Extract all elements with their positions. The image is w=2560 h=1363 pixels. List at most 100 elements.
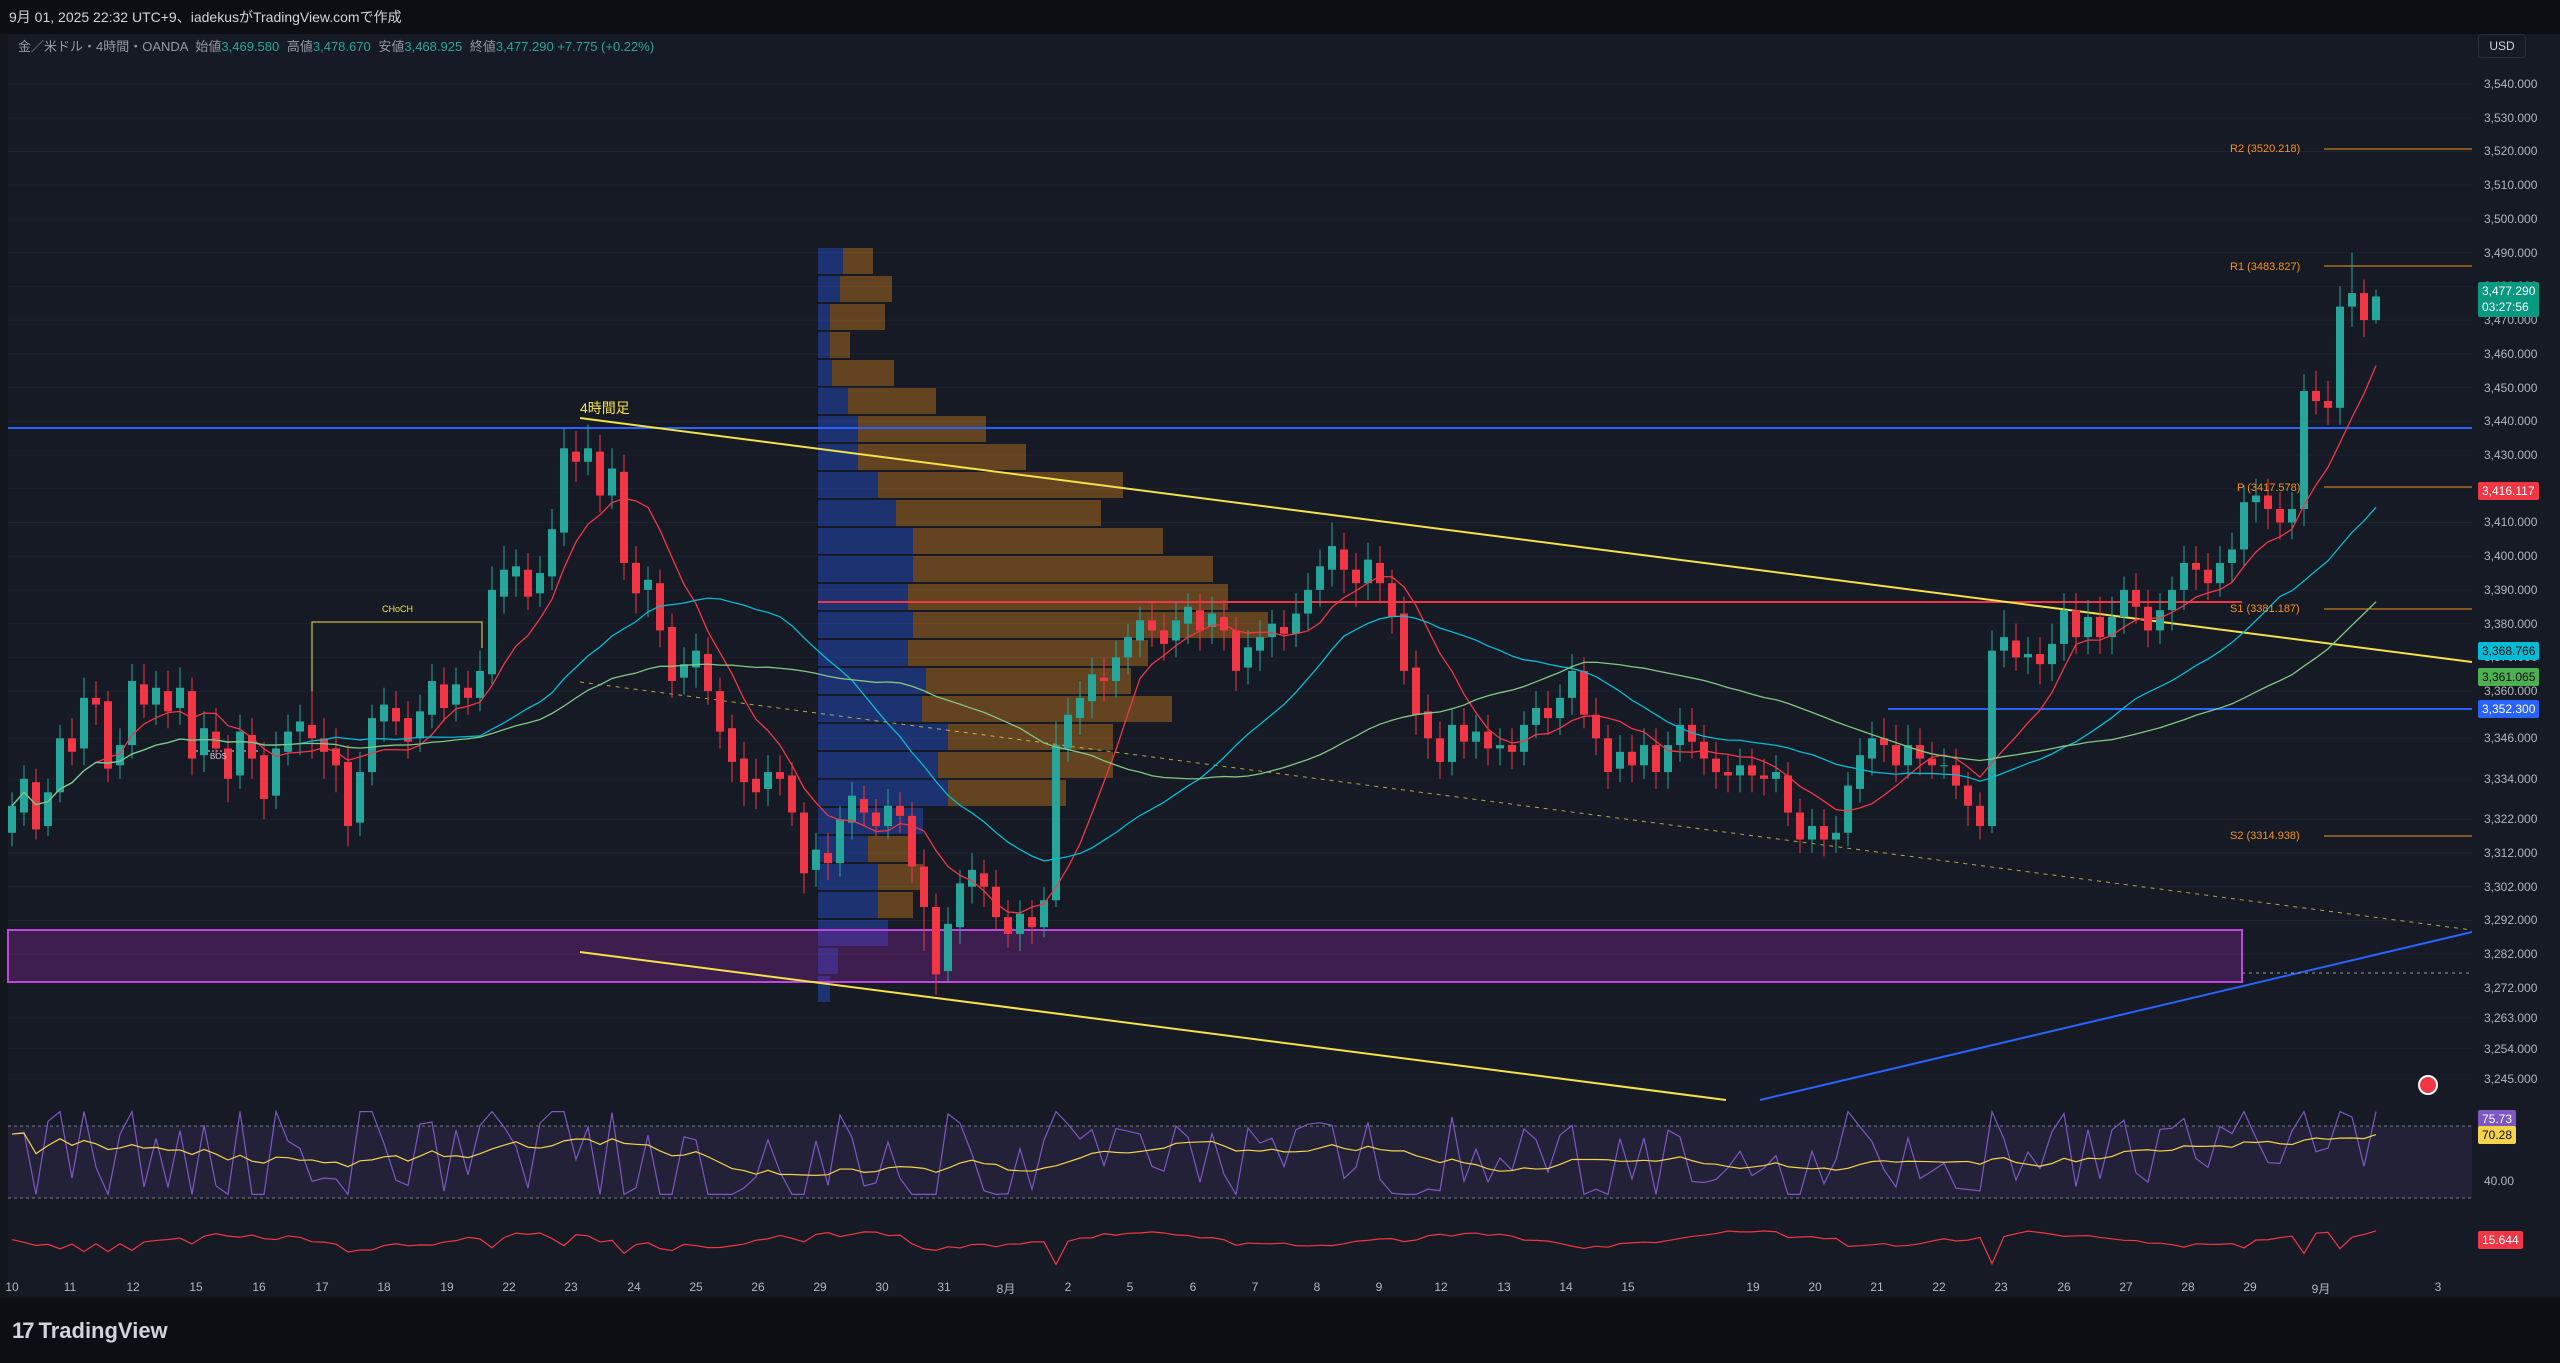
candle-body — [908, 815, 916, 867]
candle-body — [1316, 566, 1324, 590]
price-axis-label: 3,490.000 — [2484, 245, 2538, 260]
candle-body — [824, 853, 832, 864]
candle-body — [608, 468, 616, 496]
open-label: 始値 — [195, 39, 222, 54]
volume-profile-buy — [818, 500, 896, 526]
candle-body — [1784, 775, 1792, 813]
time-axis-label: 16 — [252, 1280, 266, 1294]
candle-body — [2108, 616, 2116, 638]
candle-body — [272, 748, 280, 796]
time-axis-label: 5 — [1126, 1280, 1134, 1294]
volume-profile-sell — [832, 360, 894, 386]
volume-profile-buy — [818, 892, 878, 918]
choch-annotation[interactable]: CHoCH — [382, 604, 414, 614]
bar-countdown: 03:27:56 — [2482, 300, 2529, 314]
candle-body — [2312, 390, 2320, 402]
candle-body — [536, 573, 544, 594]
candle-body — [716, 691, 724, 732]
bos-annotation[interactable]: BOS — [210, 752, 227, 761]
candle-body — [284, 731, 292, 752]
volume-profile-sell — [913, 528, 1163, 554]
choch-line — [311, 621, 483, 714]
candle-body — [1376, 562, 1384, 584]
candle-body — [1880, 738, 1888, 746]
rsi-band — [8, 1126, 2472, 1198]
candle-body — [776, 772, 784, 779]
candle-body — [848, 795, 856, 823]
candle-body — [356, 772, 364, 823]
candle-body — [1580, 670, 1588, 715]
time-axis[interactable] — [0, 1272, 2472, 1298]
candle-body — [980, 873, 988, 887]
candle-body — [248, 734, 256, 759]
candle-body — [584, 448, 592, 462]
currency-button[interactable]: USD — [2478, 34, 2526, 58]
volume-profile-sell — [830, 332, 850, 358]
candle-body — [368, 718, 376, 773]
candle-body — [1916, 745, 1924, 759]
candle-body — [1148, 620, 1156, 631]
candle-body — [1040, 900, 1048, 928]
candle-body — [752, 778, 760, 793]
candle-body — [680, 664, 688, 678]
candle-body — [1448, 724, 1456, 762]
time-axis-label: 3 — [2434, 1280, 2442, 1294]
candle-body — [2120, 589, 2128, 617]
rsi-signal-tag: 70.28 — [2478, 1126, 2517, 1144]
price-axis-label: 3,510.000 — [2484, 178, 2538, 193]
candle-body — [2360, 293, 2368, 321]
candle-body — [2228, 549, 2236, 563]
price-axis-label: 3,500.000 — [2484, 211, 2538, 226]
price-axis-label: 3,322.000 — [2484, 812, 2538, 827]
high-value: 3,478.670 — [312, 39, 371, 54]
volume-profile-sell — [840, 276, 892, 302]
symbol-name[interactable]: 金／米ドル・4時間・OANDA — [18, 39, 188, 54]
candle-body — [1028, 917, 1036, 928]
time-axis-label: 26 — [751, 1280, 765, 1294]
candle-body — [1508, 745, 1516, 752]
price-axis-label: 3,282.000 — [2484, 947, 2538, 962]
candle-body — [404, 718, 412, 742]
candle-body — [1064, 714, 1072, 749]
low-value: 3,468.925 — [404, 39, 463, 54]
candle-body — [1976, 805, 1984, 827]
candle-body — [2048, 643, 2056, 665]
volume-profile-buy — [818, 752, 938, 778]
candle-body — [1004, 917, 1012, 934]
candle-body — [464, 687, 472, 698]
candle-body — [104, 701, 112, 769]
tradingview-logo[interactable]: 17 TradingView — [12, 1318, 168, 1344]
candle-body — [932, 906, 940, 975]
candle-body — [1652, 745, 1660, 773]
candle-body — [1628, 751, 1636, 766]
candle-body — [1532, 707, 1540, 725]
candle-body — [2336, 306, 2344, 408]
candle-body — [1856, 755, 1864, 789]
volume-profile-sell — [926, 668, 1131, 694]
candle-body — [2372, 296, 2380, 321]
price-axis-label: 3,410.000 — [2484, 515, 2538, 530]
time-axis-label: 29 — [2243, 1280, 2257, 1294]
volume-profile-sell — [913, 556, 1213, 582]
volume-profile-buy — [818, 388, 848, 414]
lower-indicator-tag: 15.644 — [2478, 1231, 2523, 1249]
candle-body — [1712, 758, 1720, 773]
volume-profile-buy — [818, 668, 926, 694]
volume-profile-buy — [818, 360, 832, 386]
price-axis[interactable] — [2472, 34, 2560, 1296]
price-axis-label: 3,400.000 — [2484, 549, 2538, 564]
time-axis-label: 24 — [627, 1280, 641, 1294]
candle-body — [476, 670, 484, 698]
candle-body — [1112, 657, 1120, 681]
four-hour-annotation[interactable]: 4時間足 — [580, 400, 630, 416]
candle-body — [620, 471, 628, 563]
candle-body — [800, 812, 808, 874]
pivot-s2-label: S2 (3314.938) — [2230, 830, 2300, 842]
volume-profile-buy — [818, 780, 948, 806]
candle-body — [704, 654, 712, 692]
candle-body — [1796, 812, 1804, 840]
candle-body — [1604, 738, 1612, 773]
candle-body — [2132, 589, 2140, 607]
time-axis-label: 6 — [1189, 1280, 1197, 1294]
